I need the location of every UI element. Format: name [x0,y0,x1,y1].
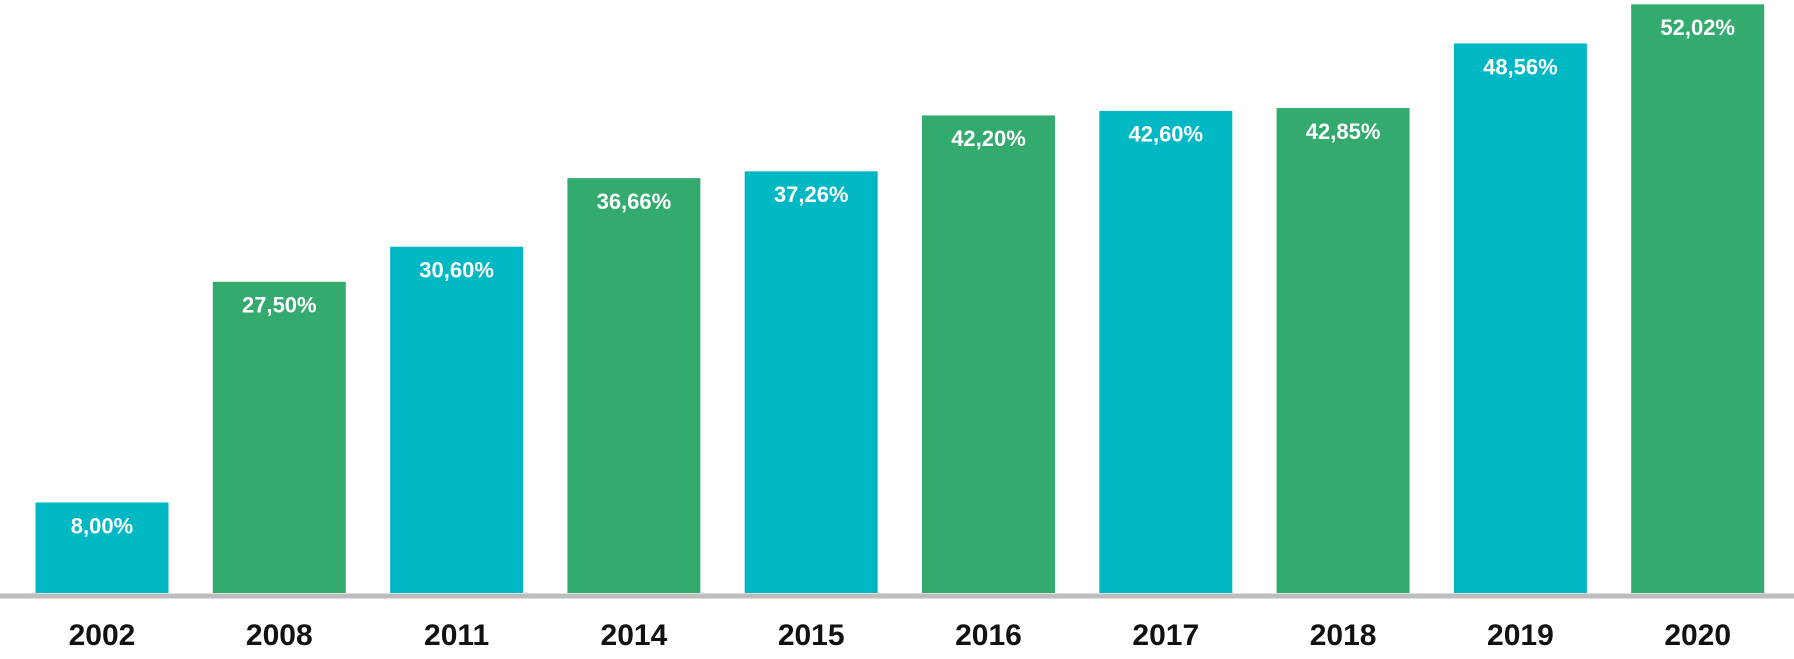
bar [1631,4,1765,594]
value-label: 30,60% [419,258,494,283]
bar [390,246,524,593]
x-tick-label: 2008 [246,619,313,652]
value-label: 42,20% [951,126,1026,151]
value-label: 42,60% [1128,122,1203,147]
x-tick-label: 2011 [424,619,489,652]
x-tick-label: 2014 [601,619,668,652]
bar [744,171,878,594]
bar [35,502,169,593]
x-tick-label: 2002 [69,619,136,652]
value-label: 42,85% [1306,119,1381,144]
bar [567,178,701,593]
x-tick-label: 2016 [955,619,1022,652]
bar [1099,110,1233,594]
bar [212,281,346,593]
x-tick-label: 2017 [1132,619,1199,652]
bar [922,115,1055,593]
value-label: 36,66% [597,189,672,214]
value-label: 52,02% [1660,15,1735,40]
value-label: 27,50% [242,293,317,318]
x-tick-label: 2020 [1664,619,1731,652]
x-tick-label: 2015 [778,619,845,652]
value-label: 8,00% [71,513,133,538]
value-label: 37,26% [774,182,849,207]
x-tick-label: 2018 [1310,619,1377,652]
bar [1453,43,1587,594]
x-tick-label: 2019 [1487,619,1554,652]
value-label: 48,56% [1483,54,1558,79]
bar [1276,108,1410,593]
